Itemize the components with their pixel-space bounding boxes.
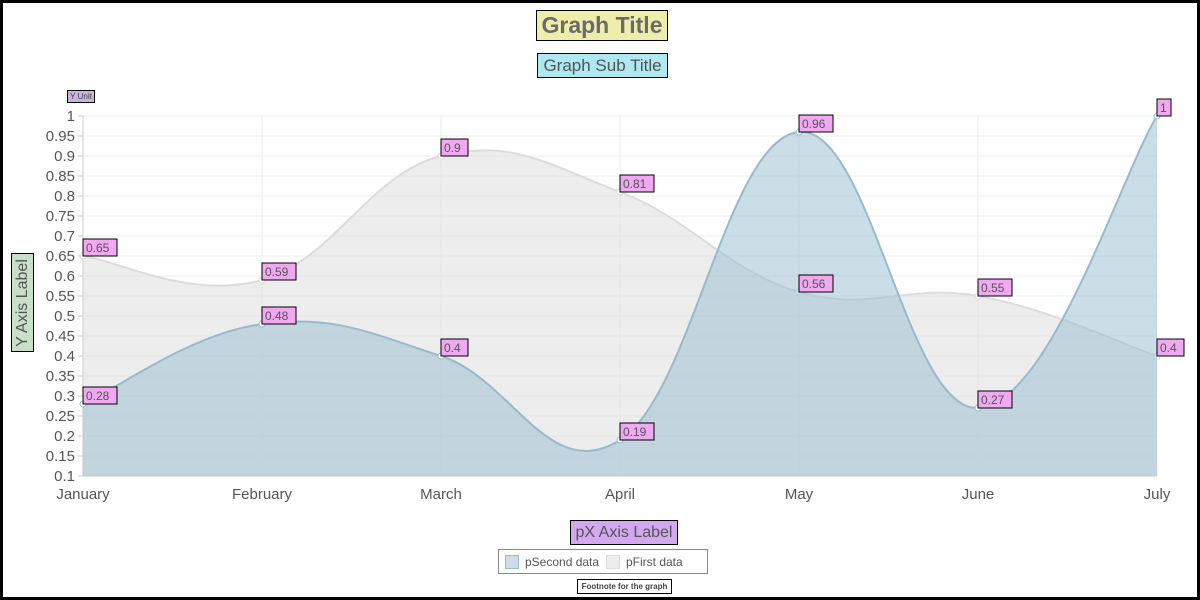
y-tick-label: 0.2 [54, 428, 75, 445]
x-tick-label-february: February [232, 486, 293, 503]
data-label-psecond-data: 0.19 [623, 425, 647, 439]
chart-title: Graph Title [536, 10, 668, 41]
data-label-box-pfirst-data [619, 174, 655, 193]
y-tick-label: 0.3 [54, 388, 75, 405]
data-label-box-pfirst-data [82, 238, 118, 257]
legend: pSecond data pFirst data [498, 549, 708, 574]
data-label-pfirst-data: 0.9 [444, 141, 461, 155]
y-tick-label: 0.4 [54, 348, 75, 365]
data-label-box-psecond-data [1156, 98, 1172, 117]
data-label-box-pfirst-data [261, 262, 297, 281]
y-tick-label: 0.6 [54, 268, 75, 285]
data-label-box-psecond-data [82, 386, 118, 405]
y-unit-label: Y Unit [67, 90, 95, 103]
data-label-box-pfirst-data [798, 274, 834, 293]
y-tick-label: 0.85 [46, 168, 75, 185]
data-label-psecond-data: 0.96 [802, 117, 826, 131]
series-area-psecond-data [83, 116, 1157, 476]
data-label-box-psecond-data [619, 422, 655, 441]
data-label-box-pfirst-data [977, 278, 1013, 297]
data-label-psecond-data: 0.4 [444, 341, 461, 355]
legend-label-first: pFirst data [626, 555, 683, 569]
area-chart: 0.1 0.15 0.2 0.25 0.3 0.35 0.4 0.45 0.5 0.55 0.6 0.… [46, 98, 1185, 503]
legend-swatch-second [505, 555, 519, 569]
x-tick-label-january: January [56, 486, 110, 503]
y-tick-label: 0.55 [46, 288, 75, 305]
data-label-box-psecond-data [798, 114, 834, 133]
y-tick-label: 0.9 [54, 148, 75, 165]
footnote: Footnote for the graph [577, 579, 672, 594]
y-tick-label: 1 [67, 108, 75, 125]
y-tick-label: 0.65 [46, 248, 75, 265]
data-label-psecond-data: 0.28 [86, 389, 110, 403]
y-tick-label: 0.75 [46, 208, 75, 225]
x-tick-label-may: May [785, 486, 814, 503]
y-tick-label: 0.95 [46, 128, 75, 145]
y-axis-label: Y Axis Label [11, 253, 34, 352]
y-tick-label: 0.7 [54, 228, 75, 245]
y-tick-label: 0.1 [54, 468, 75, 485]
x-tick-label-july: July [1144, 486, 1171, 503]
x-axis-label: pX Axis Label [570, 520, 678, 545]
data-label-pfirst-data: 0.4 [1160, 341, 1177, 355]
legend-swatch-first [606, 555, 620, 569]
data-label-pfirst-data: 0.59 [265, 265, 289, 279]
data-label-pfirst-data: 0.56 [802, 277, 826, 291]
data-label-box-pfirst-data [440, 138, 469, 157]
y-tick-label: 0.35 [46, 368, 75, 385]
y-tick-label: 0.25 [46, 408, 75, 425]
data-label-box-psecond-data [440, 338, 469, 357]
data-label-box-psecond-data [261, 306, 297, 325]
legend-label-second: pSecond data [525, 555, 600, 569]
data-label-psecond-data: 1 [1160, 101, 1167, 115]
x-tick-label-march: March [420, 486, 462, 503]
y-tick-label: 0.8 [54, 188, 75, 205]
y-tick-label: 0.5 [54, 308, 75, 325]
data-label-pfirst-data: 0.65 [86, 241, 110, 255]
x-tick-label-june: June [962, 486, 995, 503]
chart-subtitle: Graph Sub Title [537, 53, 668, 78]
y-tick-label: 0.45 [46, 328, 75, 345]
data-label-psecond-data: 0.48 [265, 309, 289, 323]
data-label-box-psecond-data [977, 390, 1013, 409]
y-tick-label: 0.15 [46, 448, 75, 465]
data-label-psecond-data: 0.27 [981, 393, 1005, 407]
data-label-pfirst-data: 0.55 [981, 281, 1005, 295]
data-label-box-pfirst-data [1156, 338, 1185, 357]
x-tick-label-april: April [605, 486, 635, 503]
data-label-pfirst-data: 0.81 [623, 177, 647, 191]
